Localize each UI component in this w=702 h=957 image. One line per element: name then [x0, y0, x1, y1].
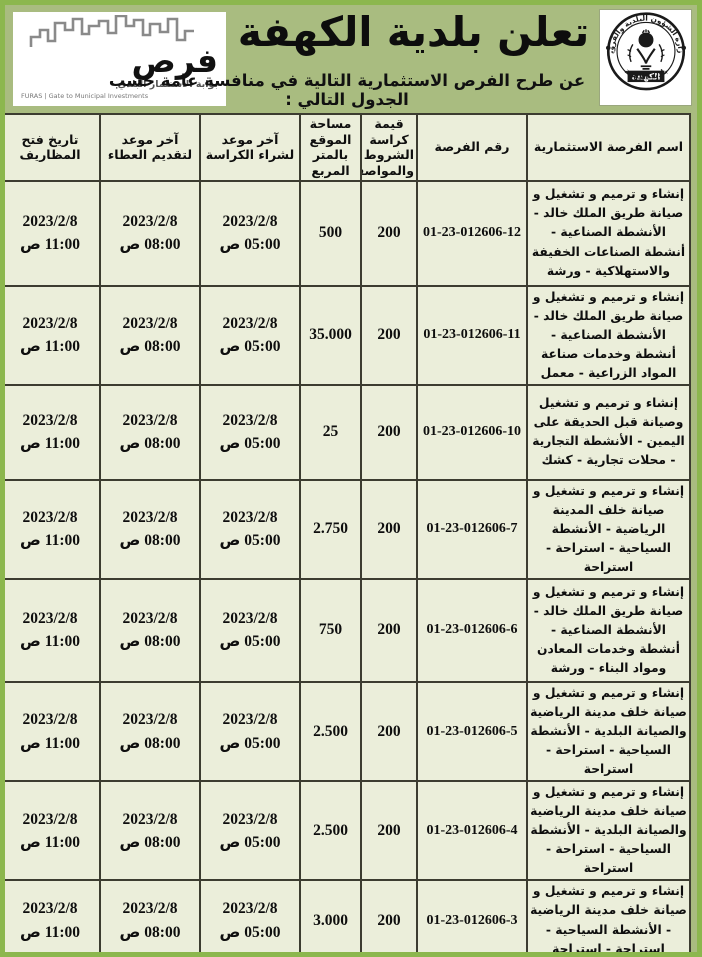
table-row: إنشاء و ترميم و تشغيل و صيانة طريق الملك… [5, 284, 691, 386]
bid-deadline-cell: 2023/2/8 08:00 ص [99, 680, 201, 783]
announcement-subtitle: عن طرح الفرص الاستثمارية التالية في مناف… [108, 71, 586, 109]
opportunity-name-cell: إنشاء و ترميم و تشغيل و صيانة طريق الملك… [526, 284, 691, 386]
envelope-open-date-cell: 2023/2/8 11:00 ص [5, 577, 101, 683]
column-header-opportunity-number: رقم الفرصة [416, 113, 528, 182]
booklet-value-cell: 200 [360, 680, 418, 783]
table-row: إنشاء و ترميم و تشغيل و صيانة خلف مدينة … [5, 680, 691, 783]
purchase-deadline-cell: 2023/2/8 05:00 ص [199, 780, 301, 882]
envelope-open-date-cell: 2023/2/8 11:00 ص [5, 284, 101, 386]
opportunity-number-cell: 01-23-012606-11 [416, 284, 528, 386]
opportunity-name-cell: إنشاء و ترميم و تشغيل و صيانة خلف مدينة … [526, 780, 691, 882]
opportunity-name-cell: إنشاء و ترميم و تشغيل و صيانة طريق الملك… [526, 577, 691, 683]
envelope-open-date-cell: 2023/2/8 11:00 ص [5, 879, 101, 952]
site-area-cell: 35.000 [299, 284, 362, 386]
site-area-cell: 750 [299, 577, 362, 683]
opportunity-number-cell: 01-23-012606-5 [416, 680, 528, 783]
booklet-value-cell: 200 [360, 577, 418, 683]
booklet-value-cell: 200 [360, 780, 418, 882]
column-header-opportunity-name: اسم الفرصة الاستثمارية [526, 113, 691, 182]
booklet-value-cell: 200 [360, 478, 418, 580]
table-row: إنشاء و ترميم و تشغيل و صيانة طريق الملك… [5, 179, 691, 287]
announcement-title: تعلن بلدية الكهفة [237, 8, 590, 56]
purchase-deadline-cell: 2023/2/8 05:00 ص [199, 577, 301, 683]
envelope-open-date-cell: 2023/2/8 11:00 ص [5, 680, 101, 783]
announcement-header: فرص بوابة الاستثمار البلدي FURAS | Gate … [5, 5, 697, 111]
purchase-deadline-cell: 2023/2/8 05:00 ص [199, 478, 301, 580]
furas-tagline-arabic: بوابة الاستثمار البلدي [117, 79, 218, 91]
column-header-bid-deadline: آخر موعد لتقديم العطاء [99, 113, 201, 182]
site-area-cell: 2.750 [299, 478, 362, 580]
purchase-deadline-cell: 2023/2/8 05:00 ص [199, 284, 301, 386]
bid-deadline-cell: 2023/2/8 08:00 ص [99, 383, 201, 481]
purchase-deadline-cell: 2023/2/8 05:00 ص [199, 680, 301, 783]
site-area-cell: 500 [299, 179, 362, 287]
opportunity-name-cell: إنشاء و ترميم و تشغيل و صيانة خلف مدينة … [526, 879, 691, 952]
envelope-open-date-cell: 2023/2/8 11:00 ص [5, 383, 101, 481]
bid-deadline-cell: 2023/2/8 08:00 ص [99, 780, 201, 882]
table-row: إنشاء و ترميم و تشغيل و صيانة خلف مدينة … [5, 879, 691, 952]
opportunity-name-cell: إنشاء و ترميم و تشغيل و صيانة طريق الملك… [526, 179, 691, 287]
bid-deadline-cell: 2023/2/8 08:00 ص [99, 577, 201, 683]
envelope-open-date-cell: 2023/2/8 11:00 ص [5, 780, 101, 882]
ministry-seal: وزارة الشؤون البلدية والقروية الكهفة بلد… [599, 9, 692, 106]
opportunity-number-cell: 01-23-012606-4 [416, 780, 528, 882]
bid-deadline-cell: 2023/2/8 08:00 ص [99, 179, 201, 287]
table-row: إنشاء و ترميم و تشغيل و صيانة طريق الملك… [5, 577, 691, 683]
furas-tagline-english: FURAS | Gate to Municipal Investments [21, 92, 149, 101]
booklet-value-cell: 200 [360, 179, 418, 287]
booklet-value-cell: 200 [360, 879, 418, 952]
table-row: إنشاء و ترميم و تشغيل وصيانة قبل الحديقة… [5, 383, 691, 481]
svg-text:وزارة الشؤون البلدية والقروية: وزارة الشؤون البلدية والقروية [602, 11, 686, 55]
bid-deadline-cell: 2023/2/8 08:00 ص [99, 478, 201, 580]
purchase-deadline-cell: 2023/2/8 05:00 ص [199, 383, 301, 481]
purchase-deadline-cell: 2023/2/8 05:00 ص [199, 179, 301, 287]
table-header-row: اسم الفرصة الاستثمارية رقم الفرصة قيمة ك… [5, 113, 691, 182]
city-skyline-icon [29, 15, 194, 47]
site-area-cell: 2.500 [299, 680, 362, 783]
table-row: إنشاء و ترميم و تشغيل و صيانة خلف مدينة … [5, 780, 691, 882]
seal-banner-text: الكهفة [631, 72, 660, 82]
column-header-site-area: مساحة الموقع بالمتر المربع [299, 113, 362, 182]
booklet-value-cell: 200 [360, 284, 418, 386]
column-header-booklet-value: قيمة كراسة الشروط والمواصفات [360, 113, 418, 182]
opportunity-number-cell: 01-23-012606-3 [416, 879, 528, 952]
opportunity-name-cell: إنشاء و ترميم و تشغيل و صيانة خلف المدين… [526, 478, 691, 580]
site-area-cell: 25 [299, 383, 362, 481]
opportunity-name-cell: إنشاء و ترميم و تشغيل وصيانة قبل الحديقة… [526, 383, 691, 481]
opportunities-table: اسم الفرصة الاستثمارية رقم الفرصة قيمة ك… [5, 113, 691, 952]
site-area-cell: 2.500 [299, 780, 362, 882]
svg-text:بلدية الكهفة: بلدية الكهفة [622, 66, 668, 81]
opportunities-tbody: إنشاء و ترميم و تشغيل و صيانة طريق الملك… [5, 179, 691, 952]
table-row: إنشاء و ترميم و تشغيل و صيانة خلف المدين… [5, 478, 691, 580]
opportunity-number-cell: 01-23-012606-6 [416, 577, 528, 683]
purchase-deadline-cell: 2023/2/8 05:00 ص [199, 879, 301, 952]
opportunity-name-cell: إنشاء و ترميم و تشغيل و صيانة خلف مدينة … [526, 680, 691, 783]
ministry-seal-icon: وزارة الشؤون البلدية والقروية الكهفة بلد… [602, 11, 686, 91]
opportunity-number-cell: 01-23-012606-7 [416, 478, 528, 580]
envelope-open-date-cell: 2023/2/8 11:00 ص [5, 478, 101, 580]
furas-logo: فرص بوابة الاستثمار البلدي FURAS | Gate … [13, 12, 226, 106]
bid-deadline-cell: 2023/2/8 08:00 ص [99, 284, 201, 386]
bid-deadline-cell: 2023/2/8 08:00 ص [99, 879, 201, 952]
opportunity-number-cell: 01-23-012606-12 [416, 179, 528, 287]
column-header-purchase-deadline: آخر موعد لشراء الكراسة [199, 113, 301, 182]
site-area-cell: 3.000 [299, 879, 362, 952]
envelope-open-date-cell: 2023/2/8 11:00 ص [5, 179, 101, 287]
opportunity-number-cell: 01-23-012606-10 [416, 383, 528, 481]
booklet-value-cell: 200 [360, 383, 418, 481]
column-header-envelope-open-date: تاريخ فتح المظاريف [5, 113, 101, 182]
furas-wordmark: فرص [131, 41, 218, 80]
